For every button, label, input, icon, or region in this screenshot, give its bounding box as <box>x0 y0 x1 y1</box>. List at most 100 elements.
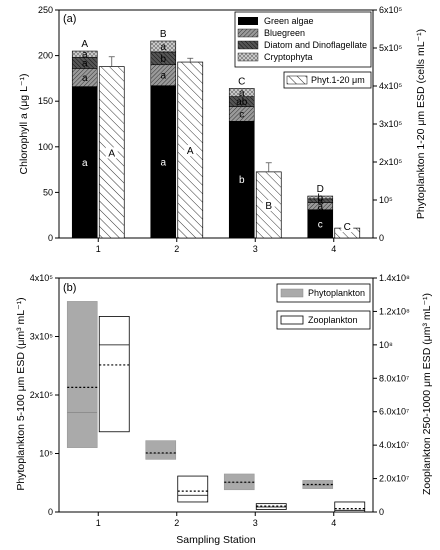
panel-a-x-axis: 1 2 3 4 <box>96 238 336 254</box>
stack-top-letter: C <box>238 76 245 87</box>
panel-b-boxes <box>66 301 366 513</box>
panel-a-right-tick-label: 2x10⁵ <box>379 157 403 167</box>
stack-bar-green-algae <box>150 85 177 239</box>
phyt-1-20-label-bg <box>262 199 275 211</box>
panel-a-left-tick-label: 100 <box>38 142 53 152</box>
stack-bar-label: c <box>239 109 244 120</box>
zooplankton-box <box>177 475 209 503</box>
stack-bar-green-algae <box>228 120 255 239</box>
panel-a-legend: Green algae Bluegreen Diatom and Dinofla… <box>234 11 372 89</box>
stack-bar-label: b <box>239 175 245 186</box>
panel-a: (a) 0 50 100 150 200 250 0 10⁵ 2x10⁵ 3x10⁵ 4x10⁵ 5… <box>18 5 427 254</box>
panel-a-left-tick-label: 200 <box>38 51 53 61</box>
stack-bar-cryptophyta <box>228 88 255 97</box>
stack-top-letter: B <box>160 29 167 40</box>
phyt-1-20-label-bg <box>105 147 118 159</box>
stack-bar-label: a <box>82 158 88 169</box>
panel-a-right-tick-label: 4x10⁵ <box>379 81 403 91</box>
panel-a-x-tick-label: 4 <box>331 244 336 254</box>
legend-swatch-bluegreen <box>237 28 259 38</box>
panel-b-legend: Phytoplankton Zooplankton <box>276 283 371 330</box>
panel-b-right-tick-label: 8.0x10⁷ <box>379 373 409 383</box>
stack-bar-cryptophyta <box>150 40 177 53</box>
panel-b-label: (b) <box>63 282 76 294</box>
phyt-1-20-label: B <box>265 201 272 212</box>
stack-bar-label: a <box>82 58 88 69</box>
legend-label-phytoplankton: Phytoplankton <box>308 288 365 298</box>
panel-a-left-axis: 0 50 100 150 200 250 <box>38 5 59 243</box>
panel-a-right-tick-label: 0 <box>379 233 384 243</box>
phytoplankton-box <box>145 440 177 460</box>
legend-swatch-phyt-1-20 <box>286 75 308 85</box>
stack-bar-green-algae <box>307 209 334 239</box>
panel-b-ylabel-left: Phytoplankton 5-100 μm ESD (μm³ mL⁻¹) <box>15 297 27 490</box>
stack-top-letter: A <box>81 39 88 50</box>
panel-b-right-tick-label: 1.2x10⁸ <box>379 306 410 316</box>
panel-a-left-tick-label: 0 <box>48 233 53 243</box>
panel-b-x-tick-label: 1 <box>96 518 101 528</box>
panel-b-x-axis: 1 2 3 4 <box>96 512 336 528</box>
phyt-1-20-label: C <box>344 222 351 233</box>
panel-b-left-tick-label: 2x10⁵ <box>30 390 54 400</box>
stack-bar-cryptophyta <box>71 50 98 58</box>
panel-a-right-tick-label: 10⁵ <box>379 195 393 205</box>
panel-b-right-tick-label: 10⁸ <box>379 340 393 350</box>
panel-a-left-tick-label: 250 <box>38 5 53 15</box>
stack-bar-label: a <box>160 42 166 53</box>
stack-bar-label: a <box>160 71 166 82</box>
panel-a-label: (a) <box>63 13 76 25</box>
panel-a-x-tick-label: 1 <box>96 244 101 254</box>
panel-b-right-axis: 0 2.0x10⁷ 4.0x10⁷ 6.0x10⁷ 8.0x10⁷ 10⁸ 1.2x10⁸ 1… <box>373 273 410 517</box>
legend-swatch-phytoplankton <box>280 288 304 298</box>
legend-label-bluegreen: Bluegreen <box>264 28 305 38</box>
zooplankton-box <box>98 316 130 433</box>
panel-b-right-tick-label: 4.0x10⁷ <box>379 440 409 450</box>
panel-b-x-tick-label: 3 <box>253 518 258 528</box>
stack-bar-green-algae <box>71 86 98 239</box>
stack-bar-label: b <box>160 54 166 65</box>
legend-swatch-zooplankton <box>280 315 304 325</box>
panel-b-x-tick-label: 4 <box>331 518 336 528</box>
legend-label-diatom: Diatom and Dinoflagellate <box>264 40 367 50</box>
panel-a-right-axis: 0 10⁵ 2x10⁵ 3x10⁵ 4x10⁵ 5x10⁵ 6x10⁵ <box>373 5 403 243</box>
panel-a-x-tick-label: 3 <box>253 244 258 254</box>
stack-bar-label: ab <box>236 97 248 108</box>
zooplankton-box <box>334 501 366 513</box>
legend-label-zooplankton: Zooplankton <box>308 315 358 325</box>
stack-bar-label: c <box>318 219 323 230</box>
stack-top-letter: D <box>317 184 324 195</box>
panel-b-ylabel-right: Zooplankton 250-1000 μm ESD (μm³ mL⁻¹) <box>421 293 433 495</box>
panel-b-left-tick-label: 10⁵ <box>39 449 53 459</box>
panel-a-left-tick-label: 150 <box>38 96 53 106</box>
phytoplankton-box <box>66 301 98 448</box>
panel-b-x-tick-label: 2 <box>174 518 179 528</box>
panel-a-right-tick-label: 6x10⁵ <box>379 5 403 15</box>
phyt-1-20-label-bg <box>184 145 197 157</box>
stack-bar-label: a <box>160 157 166 168</box>
panel-b-left-tick-label: 4x10⁵ <box>30 273 54 283</box>
legend-label-phyt-1-20: Phyt.1-20 μm <box>311 75 365 85</box>
panel-b-legend2-frame <box>276 310 371 330</box>
panel-a-left-tick-label: 50 <box>43 187 53 197</box>
panel-b-right-tick-label: 0 <box>379 507 384 517</box>
legend-label-cryptophyta: Cryptophyta <box>264 52 313 62</box>
panel-b-legend1-frame <box>276 283 371 303</box>
stack-bar-label: a <box>317 202 323 213</box>
phyt-1-20-label: A <box>187 146 194 157</box>
legend-label-green-algae: Green algae <box>264 16 314 26</box>
legend-swatch-diatom <box>237 40 259 50</box>
stack-bar-label: a <box>317 196 323 207</box>
panel-a-ylabel-right: Phytoplankton 1-20 μm ESD (cells mL⁻¹) <box>415 29 427 219</box>
panel-b-right-tick-label: 2.0x10⁷ <box>379 474 409 484</box>
stack-bar-label: a <box>239 88 245 99</box>
panel-a-right-tick-label: 5x10⁵ <box>379 43 403 53</box>
stack-bar-label: b <box>317 193 323 204</box>
panel-a-x-tick-label: 2 <box>174 244 179 254</box>
panel-b-xlabel: Sampling Station <box>176 534 256 546</box>
legend-swatch-cryptophyta <box>237 52 259 62</box>
phyt-1-20-label: A <box>108 148 115 159</box>
phyt-1-20-label-bg <box>341 221 354 233</box>
stack-bar-label: a <box>82 50 88 61</box>
